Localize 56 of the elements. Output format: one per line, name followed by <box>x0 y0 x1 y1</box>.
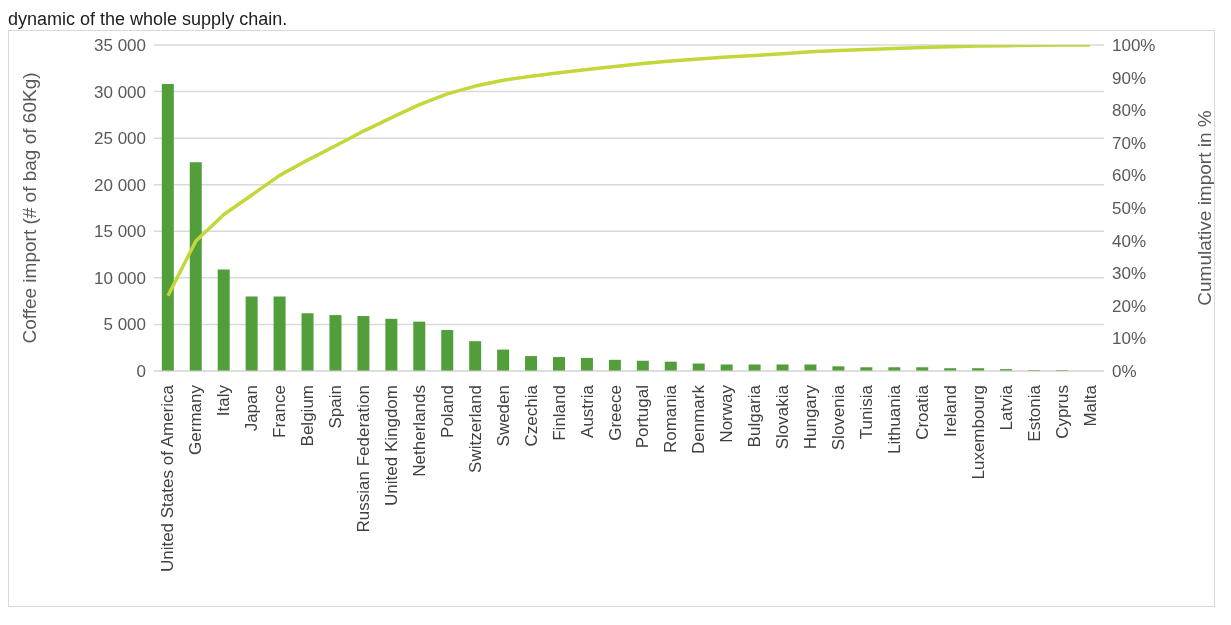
x-tick-label: Romania <box>661 384 681 454</box>
x-tick-label: Japan <box>242 385 262 432</box>
x-tick-label: Tunisia <box>857 384 876 440</box>
y2-tick-label: 40% <box>1112 231 1147 251</box>
x-tick-label: Sweden <box>493 385 513 447</box>
x-tick-label: France <box>270 385 290 438</box>
y2-tick-label: 80% <box>1112 101 1147 121</box>
x-tick-label: United Kingdom <box>382 385 401 506</box>
y-tick-label: 25 000 <box>94 129 146 149</box>
y2-tick-label: 30% <box>1112 264 1147 284</box>
x-tick-label: Netherlands <box>409 385 429 477</box>
x-tick-label: Italy <box>214 384 234 417</box>
y2-tick-label: 100% <box>1112 36 1156 56</box>
x-tick-label: Estonia <box>1024 384 1044 442</box>
x-tick-label: Denmark <box>689 384 709 454</box>
y2-tick-label: 10% <box>1112 329 1147 349</box>
y2-tick-label: 70% <box>1112 133 1147 153</box>
x-tick-label: Germany <box>186 384 206 455</box>
y-tick-label: 20 000 <box>94 175 146 195</box>
y-axis-title: Coffee import (# of bag of 60Kg) <box>18 72 40 344</box>
y2-axis-title: Cumulative import in % <box>1193 110 1215 306</box>
y2-tick-label: 50% <box>1112 199 1147 219</box>
x-tick-label: Switzerland <box>465 385 485 473</box>
x-tick-label: Slovakia <box>773 384 793 450</box>
x-tick-label: Czechia <box>521 384 541 447</box>
y2-tick-label: 60% <box>1112 166 1147 186</box>
x-tick-label: Belgium <box>298 385 318 447</box>
y2-tick-label: 90% <box>1112 68 1147 88</box>
y2-tick-label: 20% <box>1112 296 1147 316</box>
x-tick-label: Portugal <box>633 385 653 449</box>
text: dynamic of the whole supply chain. <box>8 8 289 30</box>
x-tick-label: Russian Federation <box>354 385 374 533</box>
x-tick-label: Spain <box>326 385 346 429</box>
x-tick-label: Finland <box>549 385 569 441</box>
y2-tick-label: 0% <box>1112 362 1137 382</box>
y-tick-label: 10 000 <box>94 268 146 288</box>
x-tick-label: Norway <box>717 384 737 443</box>
x-tick-label: Lithuania <box>884 384 904 455</box>
y-tick-label: 35 000 <box>94 36 146 56</box>
x-tick-label: United States of America <box>158 384 178 573</box>
x-tick-label: Austria <box>577 384 597 438</box>
x-tick-label: Luxembourg <box>968 385 988 480</box>
x-tick-label: Latvia <box>996 384 1016 431</box>
x-tick-label: Croatia <box>912 384 932 440</box>
x-tick-label: Malta <box>1080 384 1100 427</box>
x-tick-label: Hungary <box>801 384 821 450</box>
x-tick-label: Poland <box>437 385 457 438</box>
x-tick-label: Bulgaria <box>745 384 765 448</box>
x-tick-label: Slovenia <box>829 384 849 451</box>
y-tick-label: 0 <box>136 362 146 382</box>
y-tick-label: 5 000 <box>103 315 146 335</box>
x-tick-label: Greece <box>605 385 625 441</box>
x-tick-label: Cyprus <box>1052 385 1072 439</box>
x-tick-label: Ireland <box>940 385 960 437</box>
y-tick-label: 30 000 <box>94 82 146 102</box>
y-tick-label: 15 000 <box>94 222 146 242</box>
